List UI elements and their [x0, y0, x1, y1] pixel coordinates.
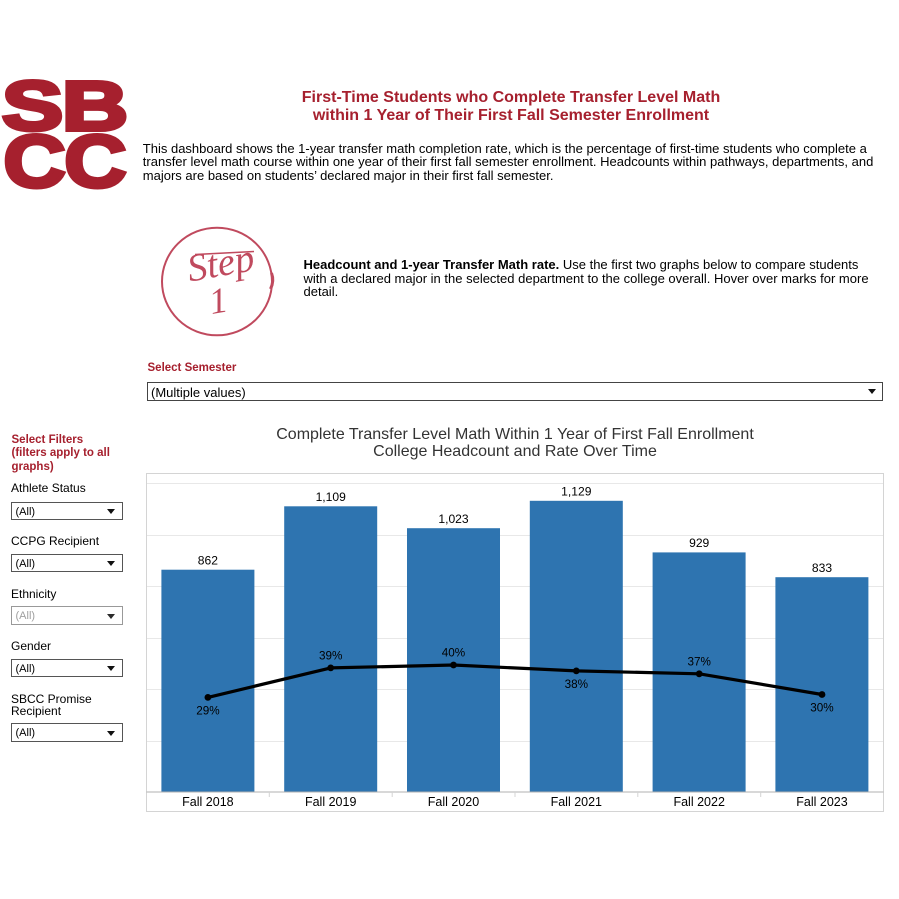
svg-text:929: 929: [689, 536, 709, 550]
svg-text:29%: 29%: [196, 704, 219, 717]
svg-text:30%: 30%: [810, 702, 833, 715]
svg-text:Fall 2018: Fall 2018: [182, 795, 233, 809]
svg-text:38%: 38%: [565, 678, 588, 691]
svg-text:1,129: 1,129: [561, 485, 592, 499]
svg-text:Fall 2020: Fall 2020: [428, 795, 479, 809]
svg-text:SB: SB: [2, 71, 127, 145]
svg-text:39%: 39%: [319, 649, 342, 662]
svg-text:Fall 2023: Fall 2023: [796, 795, 847, 809]
svg-text:Fall 2021: Fall 2021: [551, 795, 602, 809]
svg-text:40%: 40%: [442, 647, 465, 660]
svg-text:CC: CC: [4, 120, 126, 196]
svg-text:1,023: 1,023: [438, 512, 469, 526]
svg-text:37%: 37%: [687, 655, 710, 668]
svg-text:862: 862: [198, 554, 218, 568]
svg-text:Fall 2022: Fall 2022: [673, 795, 724, 809]
svg-text:833: 833: [812, 561, 832, 575]
svg-text:Fall 2019: Fall 2019: [305, 795, 356, 809]
svg-text:1,109: 1,109: [316, 490, 347, 504]
